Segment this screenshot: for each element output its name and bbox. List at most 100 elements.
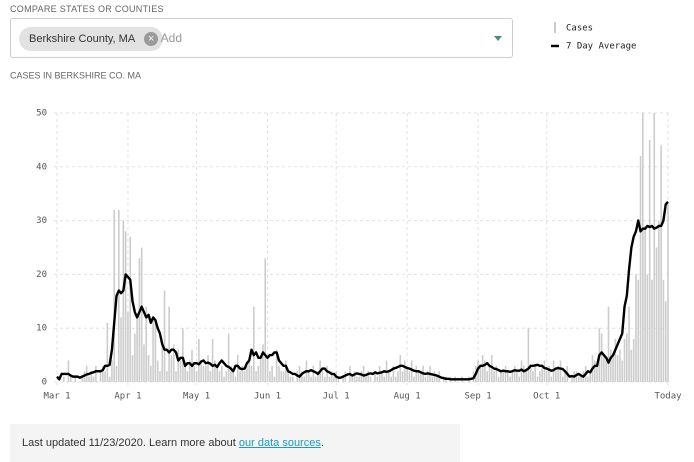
bar — [484, 360, 486, 382]
bar — [575, 371, 578, 382]
bar — [621, 360, 624, 382]
add-input[interactable]: + Add — [151, 31, 183, 45]
y-tick-label: 50 — [36, 109, 47, 119]
bar — [394, 376, 397, 382]
bar — [200, 360, 202, 382]
bar — [246, 365, 248, 382]
bar — [362, 365, 365, 382]
bar — [317, 371, 319, 382]
bar — [365, 376, 367, 382]
bar — [131, 355, 134, 382]
bar — [557, 365, 559, 382]
bar — [383, 376, 386, 382]
bar — [589, 371, 591, 382]
bar — [67, 360, 70, 382]
bar — [651, 279, 653, 382]
bar — [291, 376, 294, 382]
y-tick-label: 0 — [42, 378, 47, 388]
bar — [408, 371, 411, 382]
location-select[interactable]: Berkshire County, MA × + Add — [10, 18, 513, 58]
bar — [630, 349, 633, 382]
bar — [653, 113, 656, 382]
bar — [152, 317, 154, 382]
bar — [271, 365, 273, 382]
bar — [273, 376, 276, 382]
bar — [401, 371, 404, 382]
bar — [90, 371, 93, 382]
bar — [177, 349, 180, 382]
bar — [500, 371, 502, 382]
bar — [143, 344, 145, 382]
bar — [548, 365, 550, 382]
bar — [559, 360, 562, 382]
bar — [406, 365, 408, 382]
x-tick-label: Aug 1 — [394, 392, 421, 402]
bar — [490, 355, 493, 382]
bar — [241, 365, 244, 382]
data-sources-link[interactable]: our data sources — [238, 437, 321, 449]
bar — [342, 376, 344, 382]
bar — [264, 258, 267, 382]
bar — [655, 247, 658, 382]
bar — [211, 338, 214, 382]
bar — [170, 355, 173, 382]
bar — [413, 376, 415, 382]
bar — [323, 376, 326, 382]
bar — [253, 306, 255, 382]
bar — [239, 371, 241, 382]
bar — [140, 247, 143, 382]
bar — [250, 365, 253, 382]
bar — [488, 365, 491, 382]
dropdown-caret[interactable] — [494, 36, 502, 41]
bar — [564, 371, 566, 382]
bar — [642, 113, 644, 382]
bar — [321, 371, 324, 382]
bar — [248, 360, 251, 382]
bar — [188, 360, 191, 382]
bar — [410, 360, 413, 382]
bar — [186, 371, 189, 382]
bar — [587, 376, 589, 382]
bar — [326, 365, 328, 382]
bar — [282, 371, 285, 382]
bar — [646, 274, 649, 382]
bar — [310, 376, 312, 382]
bar — [280, 371, 283, 382]
bar — [101, 365, 104, 382]
bar — [415, 365, 418, 382]
bar — [220, 365, 223, 382]
bar — [539, 371, 541, 382]
bar — [69, 376, 72, 382]
bar — [154, 322, 157, 382]
selected-chip: Berkshire County, MA × — [19, 27, 164, 51]
bar — [257, 365, 260, 382]
x-tick-label: Jun 1 — [254, 392, 281, 402]
bar — [543, 360, 546, 382]
bar — [230, 365, 232, 382]
bar — [495, 365, 498, 382]
bar — [404, 360, 406, 382]
bar — [507, 371, 509, 382]
bar — [479, 365, 482, 382]
bar — [632, 338, 635, 382]
bar — [614, 338, 617, 382]
bar — [259, 355, 262, 382]
bar — [628, 306, 630, 382]
bar — [175, 371, 177, 382]
x-tick-label: May 1 — [183, 392, 210, 402]
bar — [127, 312, 129, 382]
bar — [600, 333, 603, 382]
x-tick-label: Apr 1 — [114, 392, 141, 402]
bar — [298, 365, 301, 382]
legend-label: Cases — [566, 24, 593, 34]
bar — [337, 376, 340, 382]
bar — [209, 371, 212, 382]
bar — [388, 371, 390, 382]
bar — [497, 376, 500, 382]
remove-button[interactable]: × — [144, 32, 159, 46]
bar — [648, 139, 651, 382]
legend: Cases 7 Day Average — [551, 22, 636, 52]
legend-swatch — [554, 22, 556, 33]
